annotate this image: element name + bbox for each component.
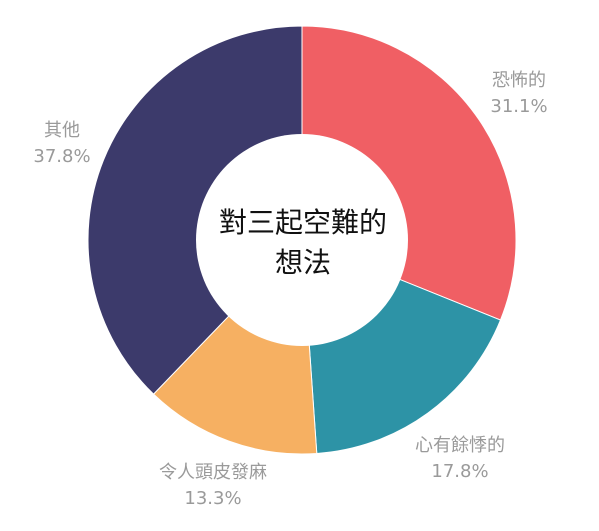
donut-hole — [196, 134, 408, 346]
slice-label-percent: 17.8% — [431, 461, 489, 482]
slice-label-scary: 恐怖的 31.1% — [490, 68, 547, 120]
slice-label-scalp-tingling: 令人頭皮發麻 13.3% — [159, 460, 267, 512]
slice-label-other: 其他 37.8% — [33, 118, 90, 170]
slice-label-name: 恐怖的 — [492, 70, 546, 91]
slice-label-name: 令人頭皮發麻 — [159, 462, 267, 483]
slice-label-percent: 37.8% — [33, 146, 91, 167]
center-title: 對三起空難的 想法 — [219, 203, 387, 283]
slice-label-percent: 31.1% — [490, 96, 548, 117]
center-title-line-1: 對三起空難的 — [218, 206, 388, 239]
slice-label-name: 其他 — [44, 120, 80, 141]
center-title-line-2: 想法 — [274, 246, 332, 279]
slice-label-name: 心有餘悸的 — [415, 435, 505, 456]
slice-label-percent: 13.3% — [184, 488, 242, 509]
slice-label-lingering-fear: 心有餘悸的 17.8% — [415, 433, 505, 485]
donut-slice-other — [87, 25, 303, 395]
